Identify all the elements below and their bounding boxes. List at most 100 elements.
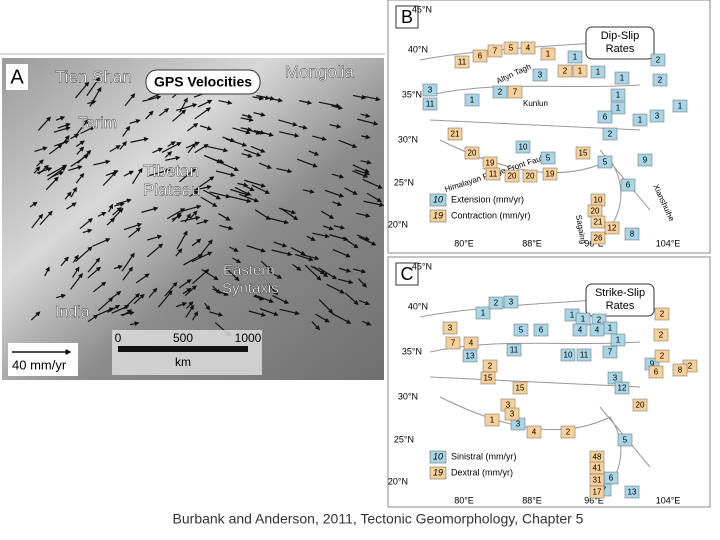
rate-value: 1 bbox=[570, 311, 575, 320]
rate-value: 3 bbox=[613, 374, 618, 383]
rate-box bbox=[503, 41, 519, 55]
gps-arrow bbox=[207, 145, 229, 153]
rate-value: 5 bbox=[519, 326, 524, 335]
gps-arrow bbox=[329, 123, 342, 129]
rate-box bbox=[506, 343, 522, 357]
gps-arrow bbox=[64, 191, 72, 200]
gps-arrow bbox=[48, 144, 63, 155]
rate-box bbox=[515, 140, 531, 154]
rate-value: 26 bbox=[594, 234, 603, 243]
rate-box bbox=[475, 306, 491, 320]
gps-arrow bbox=[253, 295, 265, 301]
rate-value: 1 bbox=[608, 324, 613, 333]
gps-arrow bbox=[109, 145, 121, 153]
rate-value: 11 bbox=[458, 58, 467, 67]
gps-arrow bbox=[186, 122, 199, 132]
rate-value: 2 bbox=[688, 362, 693, 371]
rate-value: 1 bbox=[573, 53, 578, 62]
fault-label: Kunlun bbox=[523, 99, 548, 108]
gps-arrow bbox=[338, 267, 352, 273]
gps-arrow bbox=[269, 285, 279, 296]
gps-arrow bbox=[36, 159, 44, 167]
gps-arrow bbox=[230, 188, 250, 197]
rate-box bbox=[590, 231, 606, 245]
gps-arrow bbox=[332, 249, 351, 258]
rate-value: 19 bbox=[546, 170, 555, 179]
gps-arrow bbox=[250, 145, 266, 153]
lon-label: 88°E bbox=[522, 495, 542, 505]
gps-arrow bbox=[240, 117, 254, 123]
legend-box bbox=[422, 450, 572, 464]
gps-arrow bbox=[129, 119, 141, 125]
scale-unit: km bbox=[175, 355, 191, 369]
lat-label: 30°N bbox=[398, 134, 418, 144]
rate-box bbox=[620, 178, 636, 192]
rate-box bbox=[560, 348, 576, 362]
gps-arrow bbox=[36, 167, 53, 174]
gps-arrow bbox=[147, 243, 164, 258]
rate-value: 7 bbox=[451, 339, 456, 348]
gps-arrow bbox=[157, 290, 173, 308]
rate-value: 5 bbox=[603, 158, 608, 167]
rate-value: 1 bbox=[470, 96, 475, 105]
gps-arrow bbox=[209, 191, 231, 199]
rate-value: 6 bbox=[478, 52, 483, 61]
lat-label: 35°N bbox=[402, 89, 422, 99]
gps-arrow bbox=[148, 287, 158, 298]
rate-box bbox=[513, 323, 529, 337]
gps-arrow bbox=[252, 95, 265, 101]
rate-box bbox=[597, 110, 613, 124]
rate-box bbox=[532, 68, 548, 82]
gps-arrow bbox=[352, 94, 367, 100]
rate-value: 48 bbox=[593, 453, 602, 462]
gps-arrow bbox=[295, 253, 314, 262]
gps-arrow bbox=[158, 108, 170, 117]
rate-value: 20 bbox=[636, 401, 645, 410]
gps-arrow bbox=[70, 154, 89, 167]
place-label: Eastern bbox=[223, 262, 275, 279]
gps-arrow bbox=[124, 93, 136, 107]
gps-arrow bbox=[105, 169, 119, 177]
gps-arrow bbox=[185, 304, 195, 318]
rate-box bbox=[649, 109, 665, 123]
gps-arrow bbox=[53, 126, 71, 133]
rate-value: 7 bbox=[602, 486, 607, 495]
rate-value: 10 bbox=[594, 196, 603, 205]
gps-arrow bbox=[218, 213, 231, 221]
gps-arrow bbox=[161, 142, 182, 153]
gps-arrow bbox=[333, 224, 346, 230]
gps-arrow bbox=[251, 184, 270, 194]
gps-arrow bbox=[70, 186, 77, 198]
rate-value: 1 bbox=[616, 104, 621, 113]
gps-arrow bbox=[77, 149, 92, 164]
gps-arrow bbox=[79, 218, 93, 230]
gps-arrow bbox=[76, 146, 85, 155]
gps-arrow bbox=[362, 178, 383, 189]
gps-arrow bbox=[87, 266, 101, 279]
velocity-scale: 40 mm/yr bbox=[12, 357, 67, 372]
gps-arrow bbox=[360, 159, 372, 165]
gps-arrow bbox=[123, 293, 140, 310]
gps-arrow bbox=[44, 266, 50, 277]
legend-label: Dextral (mm/yr) bbox=[451, 467, 513, 477]
rate-box bbox=[602, 345, 618, 359]
gps-arrow bbox=[278, 119, 298, 127]
rate-box bbox=[507, 85, 523, 99]
gps-arrow bbox=[200, 196, 218, 207]
place-label: Mongolia bbox=[285, 62, 355, 81]
rate-value: 15 bbox=[579, 149, 588, 158]
place-label: Plateau bbox=[143, 180, 201, 199]
rate-value: 2 bbox=[660, 310, 665, 319]
rate-box bbox=[575, 146, 591, 160]
rate-box bbox=[597, 155, 613, 169]
gps-arrow bbox=[66, 202, 77, 210]
gps-arrow bbox=[197, 99, 213, 108]
legend-sample: 19 bbox=[433, 467, 443, 477]
rate-box bbox=[464, 146, 480, 160]
rate-box bbox=[610, 101, 626, 115]
gps-arrow bbox=[298, 125, 308, 130]
gps-arrow bbox=[82, 228, 93, 234]
gps-arrow bbox=[121, 252, 135, 272]
rate-value: 3 bbox=[516, 420, 521, 429]
rate-box bbox=[463, 336, 479, 350]
